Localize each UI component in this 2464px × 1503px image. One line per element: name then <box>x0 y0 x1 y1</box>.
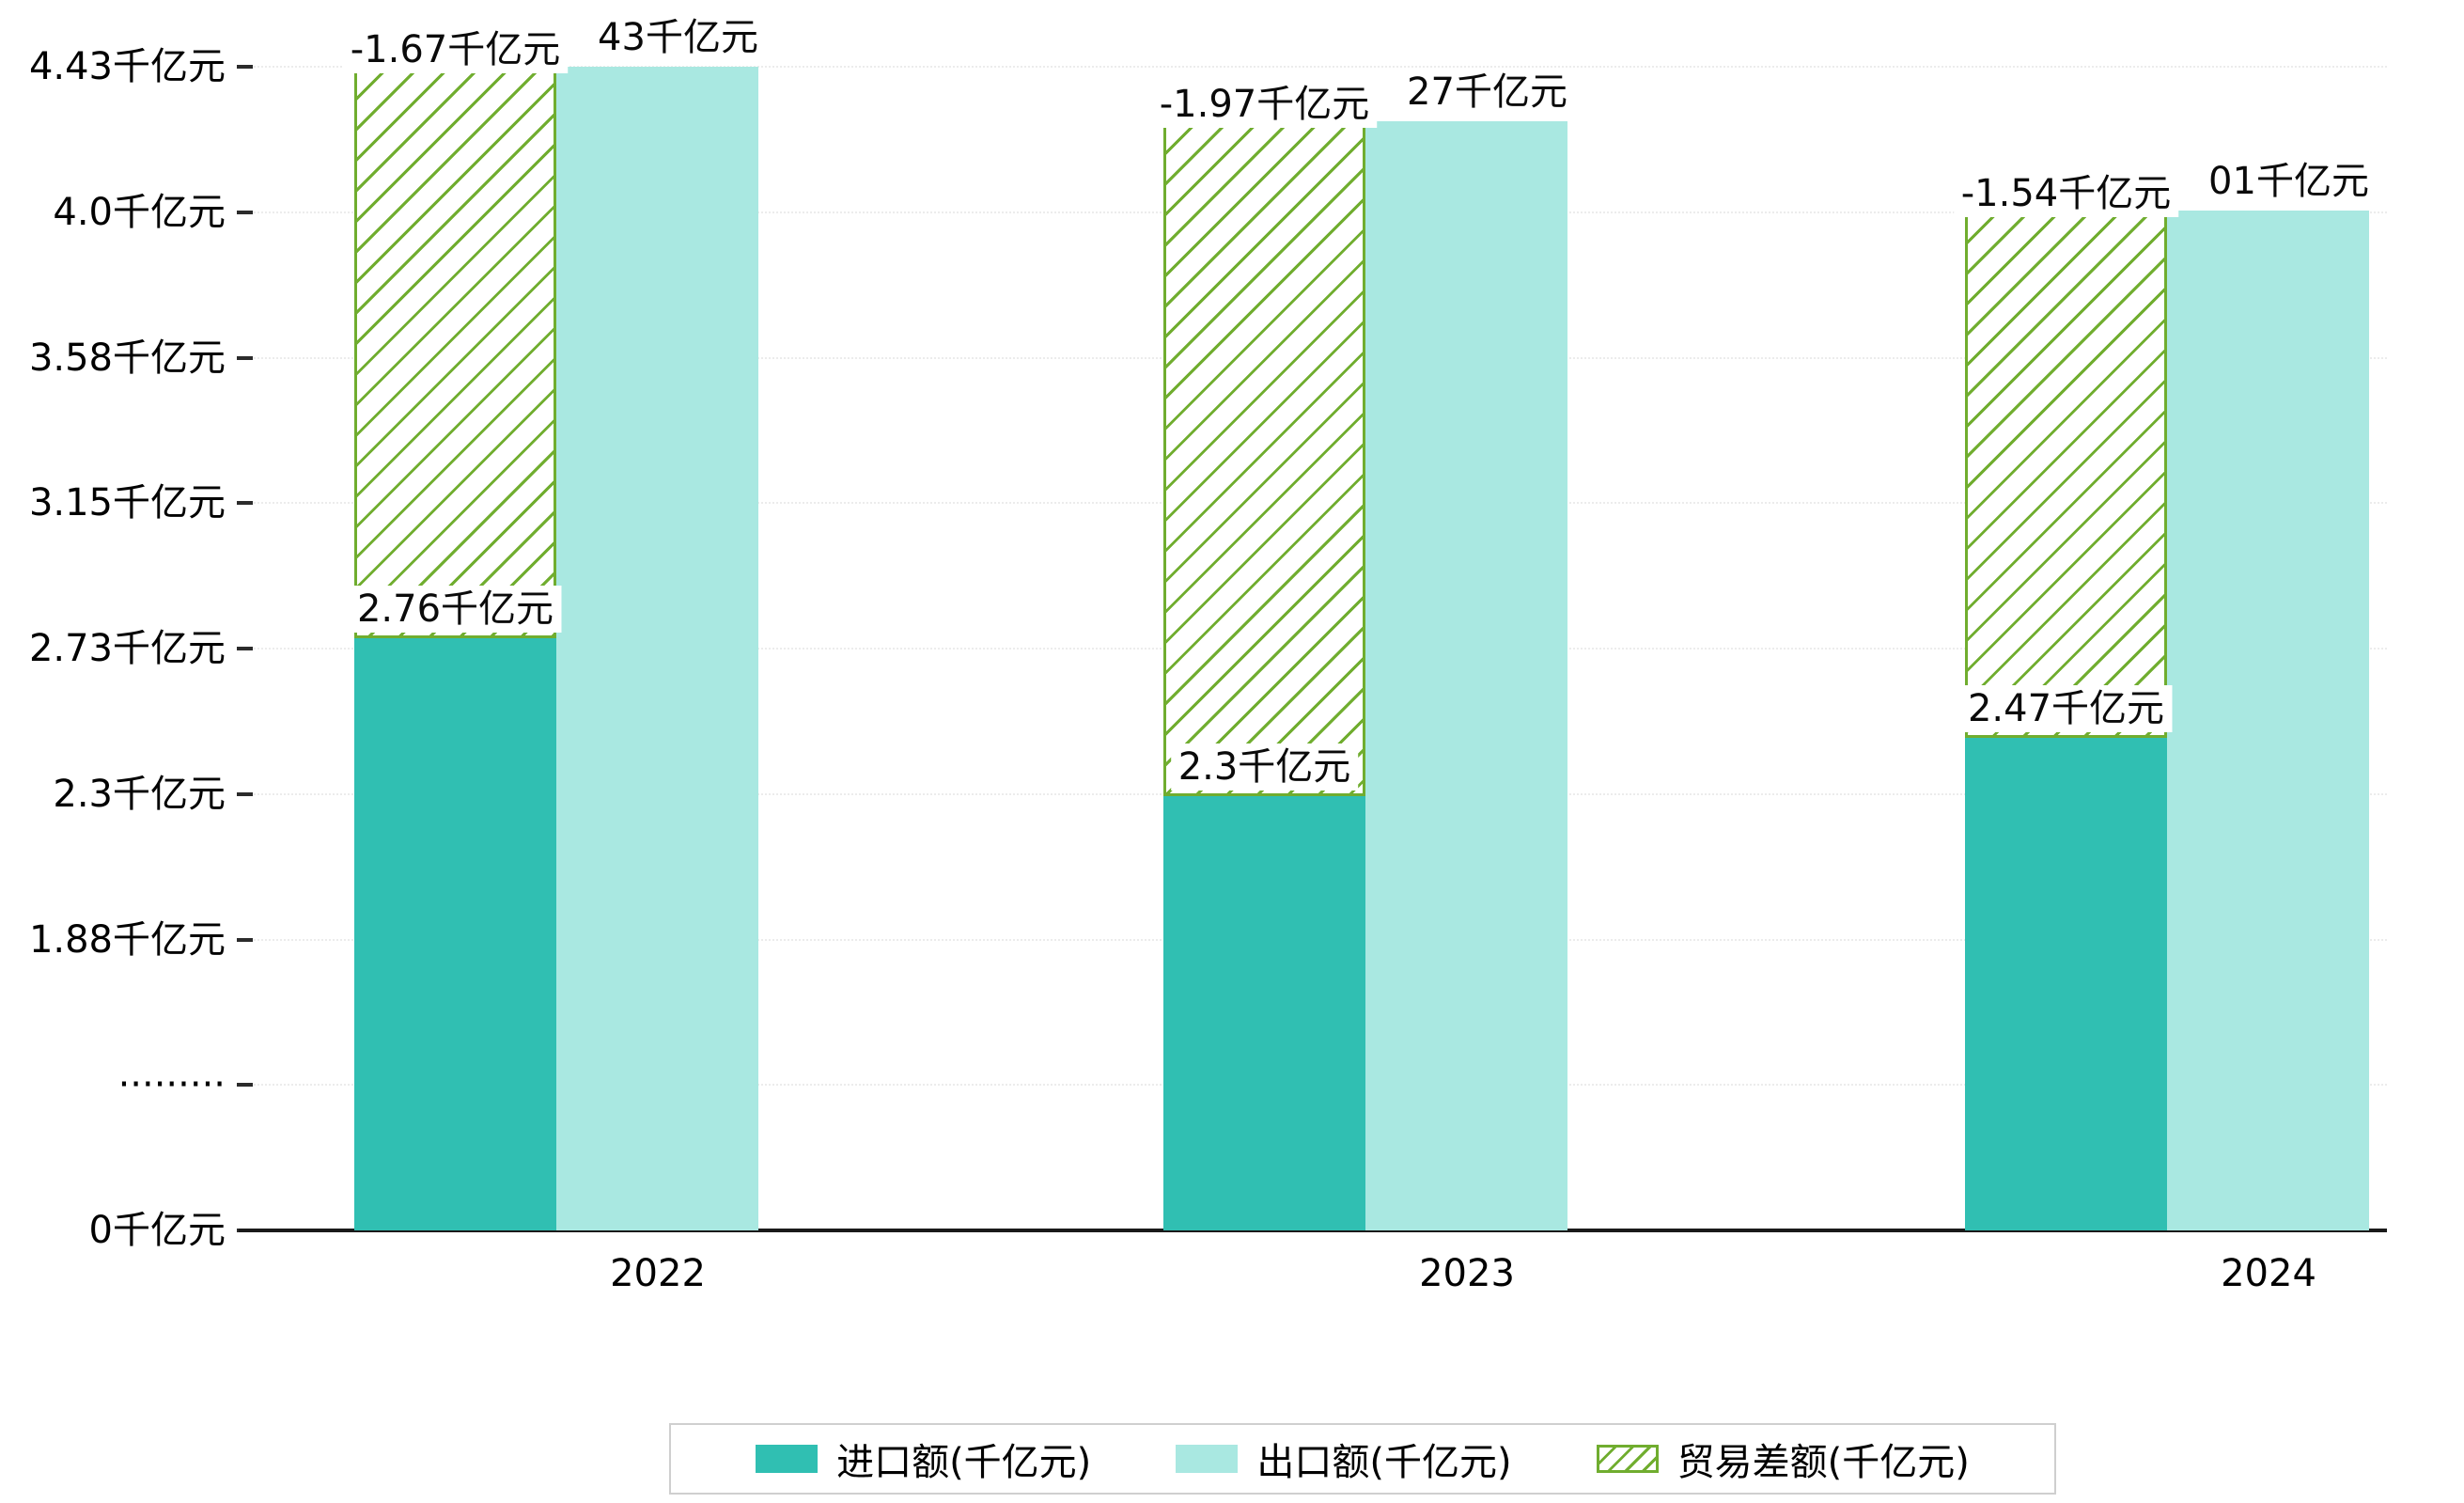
y-tick-mark <box>237 65 253 69</box>
x-axis-line <box>239 1229 2387 1232</box>
y-axis-tick-label: 2.73千亿元 <box>28 627 226 670</box>
import-bar <box>354 638 556 1230</box>
balance-value-label: -1.54千亿元 <box>1953 169 2179 217</box>
import-bar <box>1163 795 1365 1230</box>
y-axis-tick-label: 3.15千亿元 <box>28 481 226 525</box>
y-axis-tick-label: 4.43千亿元 <box>28 45 226 88</box>
y-tick-mark <box>237 791 253 796</box>
export-value-label: 43千亿元 <box>590 14 766 61</box>
legend: 进口额(千亿元) 出口额(千亿元) 贸易差额(千亿元) <box>669 1423 2056 1495</box>
export-value-label: 27千亿元 <box>1399 69 1575 117</box>
trade-balance-bar <box>1965 210 2167 738</box>
y-tick-mark <box>237 937 253 942</box>
legend-label-export: 出口额(千亿元) <box>1256 1441 1512 1484</box>
balance-value-label: -1.67千亿元 <box>342 26 569 73</box>
y-axis-tick-label: 3.58千亿元 <box>28 336 226 380</box>
legend-item-import: 进口额(千亿元) <box>756 1432 1091 1486</box>
trade-balance-bar <box>1163 121 1365 796</box>
y-tick-mark <box>237 210 253 214</box>
export-bar <box>2167 210 2369 1230</box>
legend-item-export: 出口额(千亿元) <box>1176 1432 1512 1486</box>
y-tick-mark <box>237 501 253 506</box>
export-swatch-icon <box>1176 1445 1239 1473</box>
y-axis-tick-label: 0千亿元 <box>88 1209 226 1252</box>
x-axis-tick-label: 2024 <box>2221 1252 2316 1295</box>
y-tick-mark <box>237 647 253 650</box>
y-axis-tick-label: ········· <box>117 1063 226 1107</box>
legend-item-balance: 贸易差额(千亿元) <box>1596 1432 1970 1486</box>
y-axis-tick-label: 1.88千亿元 <box>28 917 226 962</box>
legend-label-import: 进口额(千亿元) <box>836 1441 1092 1484</box>
x-axis-tick-label: 2022 <box>610 1252 706 1295</box>
legend-label-balance: 贸易差额(千亿元) <box>1676 1441 1970 1484</box>
import-swatch-icon <box>756 1445 819 1473</box>
export-bar <box>1365 121 1567 1230</box>
balance-value-label: -1.97千亿元 <box>1151 81 1378 129</box>
export-bar <box>556 67 758 1230</box>
trade-balance-bar <box>354 67 556 639</box>
gridline <box>239 66 2387 68</box>
y-tick-mark <box>237 355 253 360</box>
import-bar <box>1965 737 2167 1230</box>
import-value-label: 2.47千亿元 <box>1959 684 2173 732</box>
y-axis-tick-label: 2.3千亿元 <box>53 772 226 816</box>
y-tick-mark <box>237 1083 253 1088</box>
import-value-label: 2.3千亿元 <box>1170 743 1359 791</box>
export-value-label: 01千亿元 <box>2201 157 2377 205</box>
import-value-label: 2.76千亿元 <box>349 586 562 634</box>
x-axis-tick-label: 2023 <box>1419 1252 1515 1295</box>
y-axis-tick-label: 4.0千亿元 <box>53 190 226 234</box>
balance-hatch-swatch-icon <box>1596 1445 1659 1473</box>
